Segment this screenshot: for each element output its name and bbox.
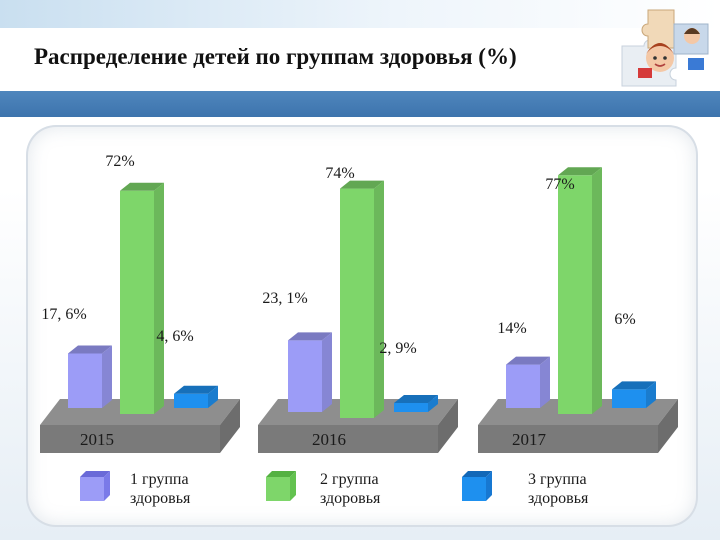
x-tick-label-2015: 2015 bbox=[80, 430, 114, 449]
legend-swatch-group-3 bbox=[462, 471, 492, 501]
bar-front-series2-2017 bbox=[558, 175, 592, 414]
bar-front-series3-2015 bbox=[174, 393, 208, 408]
legend-swatch-group-1 bbox=[80, 471, 110, 501]
header-band bbox=[0, 0, 720, 28]
legend-swatch-group-2 bbox=[266, 471, 296, 501]
bar-front-series1-2016 bbox=[288, 340, 322, 412]
bar-1-group-2017 bbox=[506, 356, 550, 408]
bar-side-series2-2017 bbox=[592, 167, 602, 414]
legend-label-group-2: 2 группа здоровья bbox=[320, 470, 380, 508]
floor-front-2015 bbox=[40, 425, 220, 453]
bar-top-series3-2016 bbox=[394, 395, 438, 404]
x-tick-label-2016: 2016 bbox=[312, 430, 346, 449]
bar-side-series3-2016 bbox=[428, 395, 438, 412]
bar-side-series3-2017 bbox=[646, 381, 656, 408]
data-label-series2-2016: 74% bbox=[325, 165, 354, 182]
legend-label-group-2-line2: здоровья bbox=[320, 490, 381, 507]
bar-top-series2-2017 bbox=[558, 167, 602, 176]
data-label-series3-2017: 6% bbox=[614, 311, 635, 328]
bar-front-series2-2015 bbox=[120, 190, 154, 414]
bar-top-series2-2016 bbox=[340, 180, 384, 189]
bar-side-series2-2016 bbox=[374, 180, 384, 418]
legend-label-group-3-line1: 3 группа bbox=[528, 471, 587, 488]
bar-front-series2-2016 bbox=[340, 188, 374, 418]
bar-top-series2-2015 bbox=[120, 182, 164, 191]
puzzle-children-icon bbox=[621, 9, 709, 87]
floor-side-2016 bbox=[438, 399, 458, 453]
data-label-series3-2015: 4, 6% bbox=[156, 328, 193, 345]
floor-side-2017 bbox=[658, 399, 678, 453]
bar-3-group-2017 bbox=[612, 381, 656, 408]
bar-3-group-2015 bbox=[174, 385, 218, 408]
bar-top-series1-2016 bbox=[288, 332, 332, 341]
x-tick-label-2017: 2017 bbox=[512, 430, 547, 449]
legend-label-group-1: 1 группа здоровья bbox=[130, 470, 190, 508]
bar-side-series3-2015 bbox=[208, 385, 218, 408]
data-label-series2-2015: 72% bbox=[105, 153, 134, 170]
bar-top-series1-2015 bbox=[68, 345, 112, 354]
bar-side-series1-2016 bbox=[322, 332, 332, 412]
bar-side-series2-2015 bbox=[154, 182, 164, 414]
page-title: Распределение детей по группам здоровья … bbox=[34, 44, 517, 69]
floor-side-2015 bbox=[220, 399, 240, 453]
floor-front-2016 bbox=[258, 425, 438, 453]
data-label-series1-2016: 23, 1% bbox=[262, 290, 307, 307]
bar-top-series3-2017 bbox=[612, 381, 656, 390]
bar-side-series1-2017 bbox=[540, 356, 550, 408]
bar-side-series1-2015 bbox=[102, 345, 112, 408]
bar-2-group-2017 bbox=[558, 167, 602, 414]
data-label-series1-2015: 17, 6% bbox=[41, 306, 86, 323]
title-underline-bar bbox=[0, 91, 720, 117]
bar-top-series3-2015 bbox=[174, 385, 218, 394]
legend-label-group-2-line1: 2 группа bbox=[320, 471, 379, 488]
legend-label-group-1-line2: здоровья bbox=[130, 490, 191, 507]
bar-front-series1-2015 bbox=[68, 353, 102, 408]
bar-1-group-2016 bbox=[288, 332, 332, 412]
data-label-series3-2016: 2, 9% bbox=[379, 340, 416, 357]
bar-3-group-2016 bbox=[394, 395, 438, 412]
legend-label-group-3-line2: здоровья bbox=[528, 490, 589, 507]
data-label-series2-2017: 77% bbox=[545, 176, 574, 193]
data-label-series1-2017: 14% bbox=[497, 320, 526, 337]
bar-front-series3-2017 bbox=[612, 389, 646, 408]
bar-top-series1-2017 bbox=[506, 356, 550, 365]
floor-front-2017 bbox=[478, 425, 658, 453]
bar-front-series1-2017 bbox=[506, 364, 540, 408]
bar-1-group-2015 bbox=[68, 345, 112, 408]
bar-front-series3-2016 bbox=[394, 403, 428, 412]
legend-label-group-3: 3 группа здоровья bbox=[528, 470, 588, 508]
bar-2-group-2015 bbox=[120, 182, 164, 414]
bar-2-group-2016 bbox=[340, 180, 384, 418]
legend-label-group-1-line1: 1 группа bbox=[130, 471, 189, 488]
